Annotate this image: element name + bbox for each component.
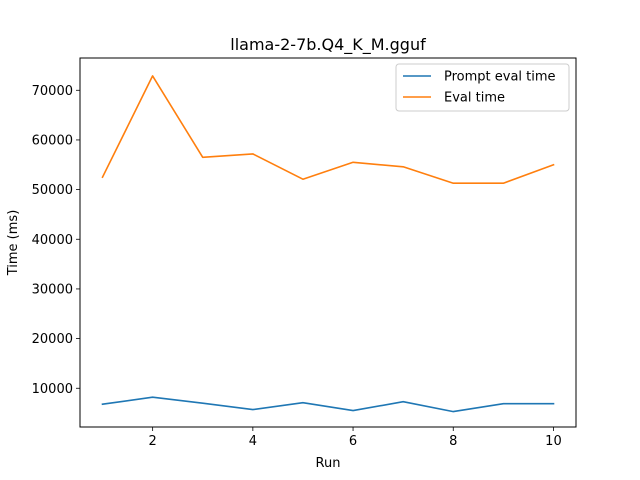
y-axis: 10000 20000 30000 40000 50000 60000 70000 xyxy=(32,84,80,397)
chart-title: llama-2-7b.Q4_K_M.gguf xyxy=(230,35,426,55)
x-tick-label: 4 xyxy=(249,434,257,449)
y-tick-label: 20000 xyxy=(32,332,73,347)
plot-frame xyxy=(79,57,577,428)
y-tick-label: 40000 xyxy=(32,233,73,248)
y-tick-label: 30000 xyxy=(32,282,73,297)
legend: Prompt eval time Eval time xyxy=(395,63,570,112)
series-line-0 xyxy=(101,396,555,413)
series-layer xyxy=(101,75,555,413)
legend-label-1: Eval time xyxy=(444,91,505,106)
legend-box xyxy=(395,63,570,112)
legend-label-0: Prompt eval time xyxy=(444,70,556,85)
x-axis: 2 4 6 8 10 xyxy=(149,427,562,449)
x-tick-label: 6 xyxy=(349,434,357,449)
y-tick-label: 50000 xyxy=(32,183,73,198)
y-tick-label: 70000 xyxy=(32,84,73,99)
x-axis-label: Run xyxy=(316,456,341,471)
y-tick-label: 60000 xyxy=(32,133,73,148)
x-tick-label: 10 xyxy=(545,434,562,449)
y-tick-label: 10000 xyxy=(32,382,73,397)
x-tick-label: 8 xyxy=(449,434,457,449)
x-tick-label: 2 xyxy=(149,434,157,449)
series-line-1 xyxy=(101,75,555,184)
y-axis-label: Time (ms) xyxy=(6,210,21,277)
